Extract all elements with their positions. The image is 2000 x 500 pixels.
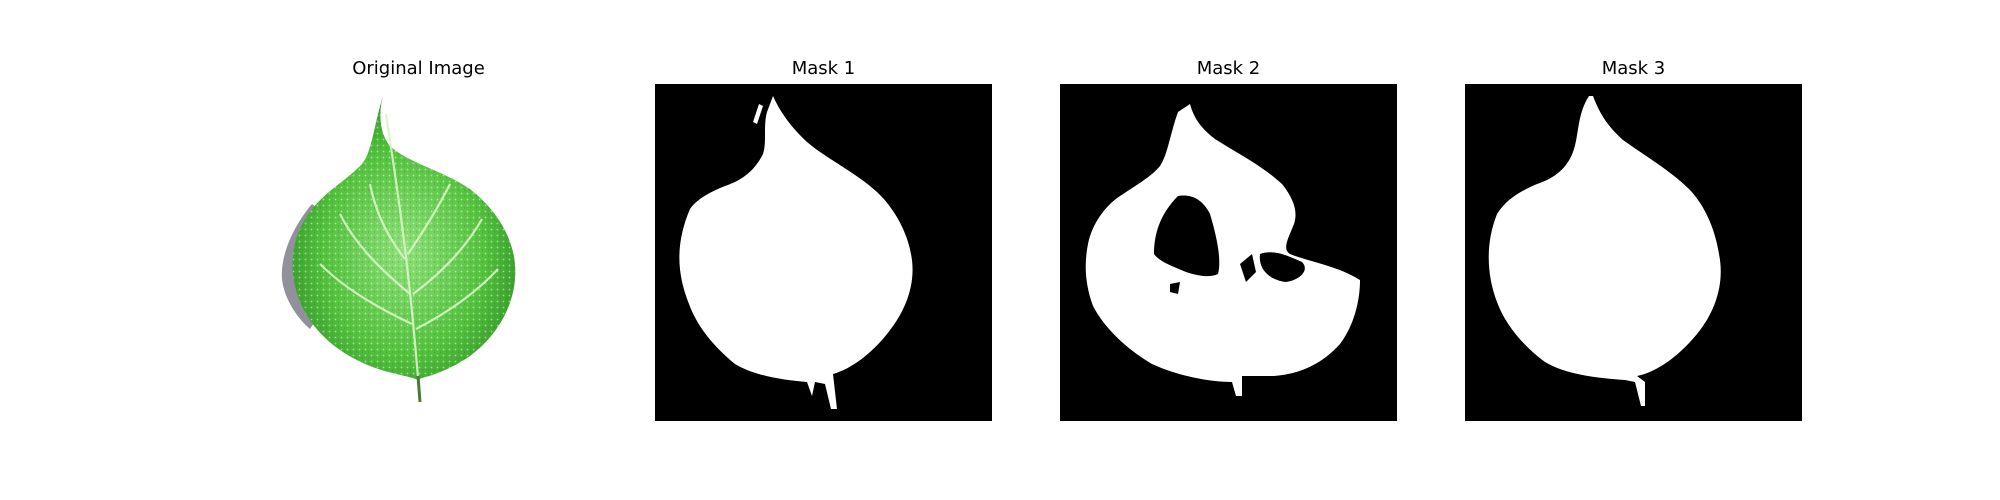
mask-2-holes [1154, 195, 1305, 294]
mask-3-foreground [1488, 96, 1721, 406]
leaf-petiole [416, 375, 422, 403]
panel-title: Original Image [352, 58, 485, 79]
mask-1-image [655, 84, 992, 421]
panel-title: Mask 3 [1601, 58, 1666, 79]
original-leaf-image [250, 84, 587, 421]
mask-2-image [1060, 84, 1397, 421]
panel-title: Mask 1 [791, 58, 856, 79]
mask-1-foreground [679, 96, 913, 409]
panel-title: Mask 2 [1196, 58, 1261, 79]
mask-3-image [1465, 84, 1802, 421]
mask-1-speck [753, 104, 763, 124]
leaf-veins [319, 113, 499, 379]
mask-2-foreground [1085, 104, 1360, 396]
